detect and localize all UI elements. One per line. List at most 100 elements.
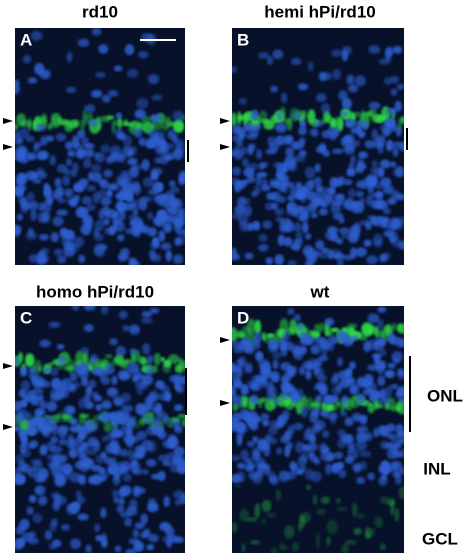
green-signal [235, 484, 242, 489]
nucleus [232, 381, 244, 390]
nucleus [57, 197, 67, 204]
nucleus [287, 365, 297, 377]
nucleus [115, 345, 127, 356]
nucleus [331, 199, 343, 207]
nucleus [277, 195, 287, 203]
nucleus [139, 407, 148, 419]
nucleus [276, 162, 286, 175]
nucleus [66, 51, 73, 63]
nucleus [126, 149, 133, 157]
green-signal [246, 517, 258, 522]
green-signal [312, 494, 318, 506]
nucleus [275, 447, 283, 455]
nucleus [249, 421, 259, 431]
nucleus [108, 226, 116, 236]
green-signal [261, 499, 272, 512]
nucleus [113, 395, 123, 405]
nucleus [94, 219, 105, 231]
nucleus [159, 521, 171, 532]
nucleus [324, 317, 335, 326]
nucleus [274, 123, 286, 131]
nucleus [54, 390, 65, 400]
nucleus [27, 77, 38, 84]
nucleus [385, 385, 393, 398]
nucleus [146, 544, 155, 551]
green-signal [374, 326, 380, 339]
nucleus [249, 394, 259, 405]
nucleus [150, 253, 162, 263]
nucleus [60, 523, 71, 531]
nucleus [65, 157, 73, 167]
arrowhead [3, 424, 13, 430]
nucleus [35, 167, 45, 176]
nucleus [34, 472, 45, 483]
nucleus [327, 226, 338, 234]
nucleus [80, 456, 91, 468]
nucleus [93, 245, 105, 258]
green-signal [341, 543, 350, 553]
nucleus [232, 340, 240, 348]
nucleus [274, 208, 285, 216]
image-content [15, 306, 185, 553]
nucleus [16, 150, 26, 162]
nucleus [157, 392, 170, 401]
nucleus [280, 92, 288, 104]
nucleus [325, 452, 336, 462]
nucleus [81, 441, 88, 449]
nucleus [149, 307, 160, 314]
nucleus [85, 203, 96, 212]
nucleus [372, 233, 384, 245]
nucleus [313, 176, 323, 187]
nucleus [356, 476, 366, 485]
nucleus [238, 127, 247, 138]
nucleus [232, 247, 237, 256]
nucleus [107, 89, 119, 97]
nucleus [275, 216, 284, 223]
green-signal [355, 111, 361, 118]
nucleus [329, 132, 337, 141]
nucleus [249, 127, 259, 137]
nucleus [371, 160, 379, 168]
nucleus [53, 454, 65, 466]
nucleus [46, 441, 56, 452]
panel-letter: B [237, 30, 249, 49]
green-signal [346, 323, 358, 330]
green-signal [180, 360, 185, 372]
nucleus [88, 474, 99, 485]
green-signal [394, 507, 400, 522]
nucleus [140, 196, 153, 203]
nucleus [347, 231, 359, 244]
nucleus [101, 436, 109, 443]
nucleus [35, 409, 46, 416]
nucleus [73, 183, 85, 193]
nucleus [267, 426, 278, 436]
nucleus [56, 163, 68, 174]
layer-label: ONL [427, 386, 463, 405]
nucleus [319, 340, 331, 350]
nucleus [320, 409, 328, 417]
nucleus [344, 455, 354, 464]
nucleus [276, 111, 283, 122]
green-signal [72, 119, 80, 128]
nucleus [147, 533, 159, 543]
green-signal [397, 323, 404, 334]
nucleus [69, 418, 78, 425]
nucleus [380, 360, 387, 370]
nucleus [378, 475, 388, 487]
nucleus [277, 234, 286, 246]
nucleus [395, 165, 404, 178]
nucleus [29, 440, 39, 449]
nucleus [350, 126, 363, 135]
nucleus [109, 457, 117, 468]
green-signal [281, 545, 289, 551]
nucleus [285, 443, 292, 453]
nucleus [99, 372, 106, 382]
nucleus [386, 140, 395, 150]
nucleus [28, 253, 39, 263]
nucleus [252, 472, 263, 484]
nucleus [118, 410, 131, 421]
nucleus [174, 381, 181, 392]
green-signal [289, 319, 298, 335]
nucleus [28, 366, 35, 374]
nucleus [152, 416, 161, 427]
